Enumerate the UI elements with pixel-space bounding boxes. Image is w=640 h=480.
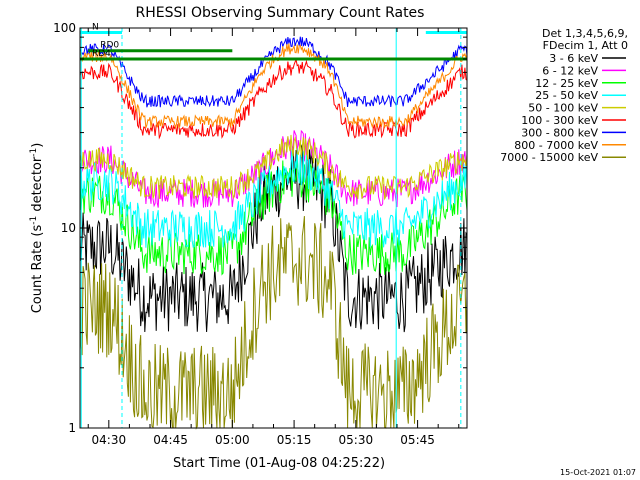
x-axis-label: Start Time (01-Aug-08 04:25:22) — [173, 456, 385, 471]
y-tick-label: 100 — [53, 21, 76, 35]
legend-entry-label: 100 - 300 keV — [521, 114, 598, 127]
series-layer — [79, 36, 468, 430]
legend-entry-label: 25 - 50 keV — [535, 89, 598, 102]
chart-title: RHESSI Observing Summary Count Rates — [136, 5, 425, 21]
y-axis-label: Count Rate (s-1 detector-1) — [29, 143, 45, 314]
legend-entry-label: 3 - 6 keV — [549, 52, 598, 65]
axes-layer: 04:30 04:45 05:00 05:15 05:30 05:45 1 10 100 — [53, 21, 467, 447]
legend-header: Det 1,3,4,5,6,9, — [542, 27, 628, 40]
series-line — [79, 129, 468, 208]
x-tick-label: 04:45 — [153, 433, 188, 447]
legend-entry-label: 50 - 100 keV — [528, 102, 598, 115]
legend-entry-label: 800 - 7000 keV — [514, 139, 598, 152]
legend-entry-label: 6 - 12 keV — [542, 64, 598, 77]
legend-entry-label: 12 - 25 keV — [535, 77, 598, 90]
series-line — [79, 148, 468, 248]
series-line — [79, 43, 468, 130]
legend-entry-label: 300 - 800 keV — [521, 126, 598, 139]
legend-entry-label: 7000 - 15000 keV — [500, 151, 598, 164]
x-tick-label: 05:30 — [339, 433, 374, 447]
y-tick-label: 1 — [68, 421, 76, 435]
series-line — [79, 216, 468, 430]
x-tick-label: 05:15 — [277, 433, 312, 447]
series-line — [79, 58, 468, 140]
flag-label: N — [92, 22, 99, 32]
series-line — [79, 36, 468, 108]
timestamp: 15-Oct-2021 01:07 — [560, 468, 636, 477]
x-tick-label: 04:30 — [92, 433, 127, 447]
x-tick-label: 05:00 — [215, 433, 250, 447]
legend: Det 1,3,4,5,6,9,FDecim 1, Att 03 - 6 keV… — [500, 27, 628, 164]
legend-header: FDecim 1, Att 0 — [543, 39, 628, 52]
flag-label: RD4 — [92, 49, 111, 59]
flag-label: RD0 — [100, 41, 119, 51]
x-tick-label: 05:45 — [400, 433, 435, 447]
series-line — [79, 144, 468, 333]
y-tick-label: 10 — [61, 221, 76, 235]
series-line — [79, 134, 468, 201]
